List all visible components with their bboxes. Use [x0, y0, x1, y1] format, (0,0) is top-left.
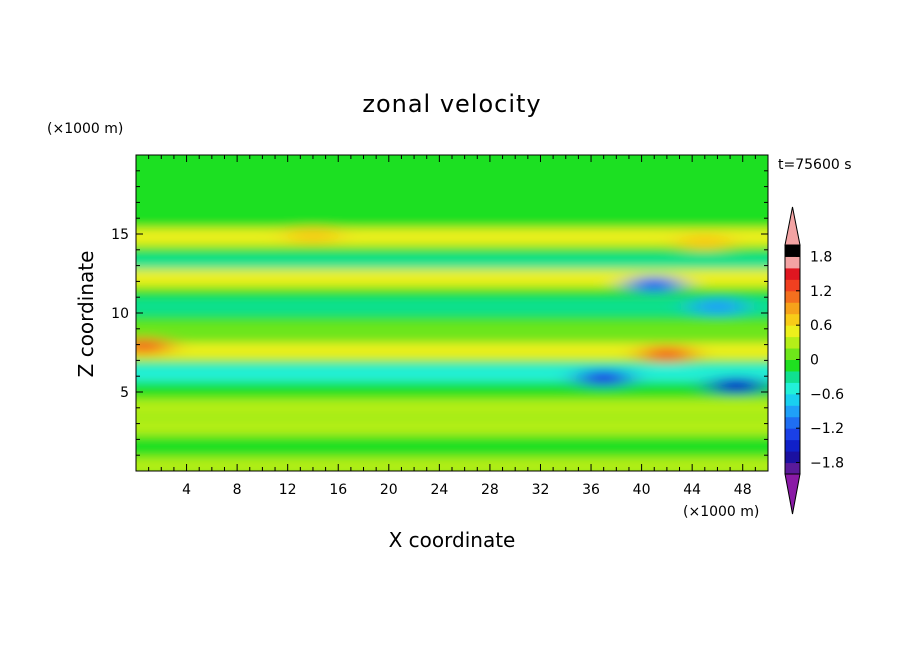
colorbar-bin [785, 416, 800, 429]
x-tick-label: 8 [233, 482, 242, 498]
y-unit-label: (×1000 m) [47, 121, 123, 137]
x-tick-label: 40 [633, 482, 651, 498]
y-tick-label: 15 [111, 227, 129, 243]
colorbar-tick-label: 0.6 [810, 318, 832, 334]
field-feature [708, 376, 765, 395]
field-band [136, 364, 768, 382]
field-feature [284, 226, 341, 245]
colorbar-bin [785, 359, 800, 372]
colorbar-bin [785, 267, 800, 280]
colorbar-tick-label: −0.6 [810, 387, 844, 403]
colorbar-bin [785, 336, 800, 349]
x-tick-label: 12 [279, 482, 297, 498]
field-band [136, 383, 768, 401]
x-axis: 4 8 12 16 20 24 28 32 36 40 44 48 [148, 155, 756, 498]
field-feature [136, 337, 172, 356]
colorbar-bin [785, 256, 800, 269]
colorbar-bin [785, 279, 800, 292]
field-band [136, 418, 768, 436]
field-feature [626, 275, 683, 294]
x-tick-label: 20 [380, 482, 398, 498]
field-band [136, 457, 768, 471]
colorbar-bin [785, 325, 800, 338]
colorbar-bin [785, 428, 800, 441]
x-tick-label: 36 [582, 482, 600, 498]
x-tick-label: 24 [430, 482, 448, 498]
field-band [136, 438, 768, 456]
x-tick-label: 28 [481, 482, 499, 498]
field-band [136, 297, 768, 316]
colorbar-bin [785, 313, 800, 326]
y-tick-label: 10 [111, 306, 129, 322]
colorbar-tick-label: 1.2 [810, 284, 832, 300]
field-band [136, 253, 768, 272]
y-axis-title: Z coordinate [74, 251, 98, 378]
colorbar-bin [785, 393, 800, 406]
field-band [136, 162, 768, 211]
colorbar-bin [785, 382, 800, 395]
chart-title: zonal velocity [362, 90, 541, 118]
x-tick-label: 32 [532, 482, 550, 498]
colorbar-bin [785, 245, 800, 257]
colorbar-extend-low [784, 473, 801, 515]
field-band [136, 269, 768, 287]
field-band [136, 399, 768, 417]
colorbar-bin [785, 290, 800, 303]
colorbar-bin [785, 370, 800, 383]
velocity-field [136, 155, 768, 471]
x-unit-label: (×1000 m) [683, 504, 759, 520]
x-tick-label: 4 [182, 482, 191, 498]
colorbar-tick-label: −1.2 [810, 421, 844, 437]
field-feature [575, 368, 632, 387]
field-band [136, 321, 768, 340]
colorbar-bin [785, 439, 800, 452]
x-tick-label: 48 [734, 482, 752, 498]
colorbar-tick-label: −1.8 [810, 456, 844, 472]
velocity-field-smoothed [136, 155, 768, 471]
colorbar-extend-high [784, 206, 801, 246]
field-feature [689, 297, 746, 316]
colorbar: 1.8 1.2 0.6 0 −0.6 −1.2 −1.8 [784, 206, 844, 515]
colorbar-tick-label: 1.8 [810, 249, 832, 265]
colorbar-bin [785, 451, 800, 464]
time-label: t=75600 s [778, 157, 852, 173]
colorbar-tick-label: 0 [810, 353, 819, 369]
y-axis: 5 10 15 [111, 170, 768, 456]
x-tick-label: 16 [329, 482, 347, 498]
colorbar-bin [785, 348, 800, 360]
x-axis-title: X coordinate [389, 528, 516, 552]
field-feature [676, 232, 733, 251]
colorbar-bin [785, 405, 800, 418]
y-tick-label: 5 [120, 385, 129, 401]
colorbar-bin [785, 302, 800, 315]
colorbar-bin [785, 462, 800, 475]
field-feature [638, 345, 695, 364]
field-band [136, 342, 768, 360]
x-tick-label: 44 [683, 482, 701, 498]
